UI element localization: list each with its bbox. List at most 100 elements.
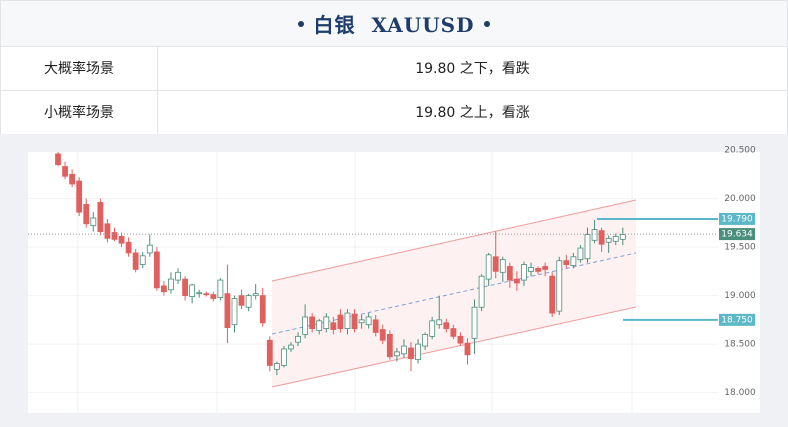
candle-body: [344, 312, 351, 329]
candle-body: [563, 260, 570, 265]
y-tick-label: 19.000: [724, 291, 756, 301]
candle-body: [619, 234, 626, 240]
candle-body: [528, 267, 534, 272]
candle-body: [521, 264, 527, 281]
candle-body: [443, 322, 450, 329]
candle-body: [584, 234, 591, 260]
candle-body: [238, 295, 245, 306]
y-tick-label: 18.500: [724, 340, 756, 350]
candle-body: [450, 328, 457, 337]
title: 白银 XAUUSD: [313, 13, 475, 37]
candle-body: [457, 335, 464, 344]
candle-body: [231, 298, 238, 326]
candle-body: [104, 223, 111, 239]
y-tick-label: 20.000: [724, 194, 756, 204]
candle-body: [464, 342, 471, 356]
candle-body: [281, 348, 287, 366]
candle-body: [69, 173, 76, 185]
candle-body: [591, 229, 598, 241]
table-row: 大概率场景 19.80 之下，看跌: [0, 46, 788, 91]
candle-body: [549, 275, 556, 314]
candle-body: [217, 279, 224, 298]
candle-body: [175, 271, 181, 281]
chart: 18.000 18.500 19.000 19.500 20.000 20.500 19.7…: [0, 134, 788, 427]
current-price-label: 19.634: [721, 230, 753, 240]
candle-body: [386, 334, 393, 358]
candle-body: [273, 363, 280, 370]
header: 白银 XAUUSD: [0, 0, 788, 47]
candle-body: [62, 166, 68, 177]
candle-body: [224, 293, 231, 329]
channel-middle: [271, 252, 637, 335]
candle-body: [168, 278, 174, 291]
candle-body: [570, 256, 577, 266]
cell: 大概率场景: [1, 46, 158, 90]
channel-fill: [272, 200, 636, 387]
candle-body: [153, 251, 160, 289]
candle-body: [393, 351, 400, 357]
candle-body: [436, 319, 443, 326]
candle-body: [542, 266, 549, 270]
candle-body: [288, 344, 294, 350]
candle-body: [492, 256, 499, 272]
bullet: [484, 20, 491, 27]
candle-body: [316, 320, 323, 331]
candle-body: [189, 284, 196, 297]
candle-body: [97, 202, 104, 232]
candle-body: [506, 266, 513, 281]
candle-body: [358, 319, 365, 324]
candle-body: [408, 347, 414, 360]
candle-body: [309, 316, 316, 329]
candle-body: [259, 295, 266, 324]
candle-body: [379, 329, 386, 341]
channel-lower: [271, 306, 637, 388]
candle-body: [146, 244, 153, 254]
y-tick-label: 18.000: [724, 388, 756, 398]
candle-body: [323, 316, 330, 329]
candle-body: [351, 313, 358, 329]
cell: 19.80 之下，看跌: [415, 61, 530, 77]
candle-body: [160, 285, 167, 293]
candle-body: [90, 217, 97, 227]
candle-body: [514, 278, 520, 284]
candle-body: [118, 236, 125, 244]
level-label: 19.790: [721, 214, 753, 224]
candle-body: [111, 232, 118, 240]
channel-upper: [271, 199, 637, 282]
candle-body: [556, 260, 563, 312]
candle-body: [337, 314, 344, 329]
y-tick-label: 19.500: [724, 243, 756, 253]
candle-body: [471, 306, 478, 339]
candle-body: [295, 335, 301, 343]
candle-body: [203, 293, 210, 296]
candle-body: [83, 203, 90, 225]
candle-body: [485, 254, 492, 280]
candle-body: [125, 241, 132, 254]
candle-body: [252, 293, 259, 296]
candle-body: [422, 334, 429, 347]
candle-body: [139, 255, 146, 265]
cell: 19.80 之上，看涨: [415, 105, 530, 121]
candle-body: [612, 236, 619, 242]
candle-body: [245, 295, 252, 308]
candle-body: [132, 252, 139, 270]
current-price-box: [719, 228, 755, 241]
candle-body: [302, 316, 309, 335]
bullet: [297, 20, 304, 27]
candle-body: [499, 259, 506, 273]
candle-body: [401, 345, 407, 355]
candle-body: [365, 316, 372, 326]
y-tick-label: 20.500: [724, 146, 756, 156]
level-label: 18.750: [721, 315, 753, 325]
cell: 小概率场景: [1, 90, 158, 134]
candle-body: [266, 339, 273, 366]
level-label-box: [719, 313, 755, 326]
candle-body: [478, 275, 485, 308]
candle-body: [605, 237, 612, 243]
candle-body: [535, 268, 541, 272]
candle-body: [372, 319, 379, 333]
candle-body: [429, 320, 436, 337]
candle-body: [415, 343, 421, 361]
candle-body: [210, 294, 217, 299]
